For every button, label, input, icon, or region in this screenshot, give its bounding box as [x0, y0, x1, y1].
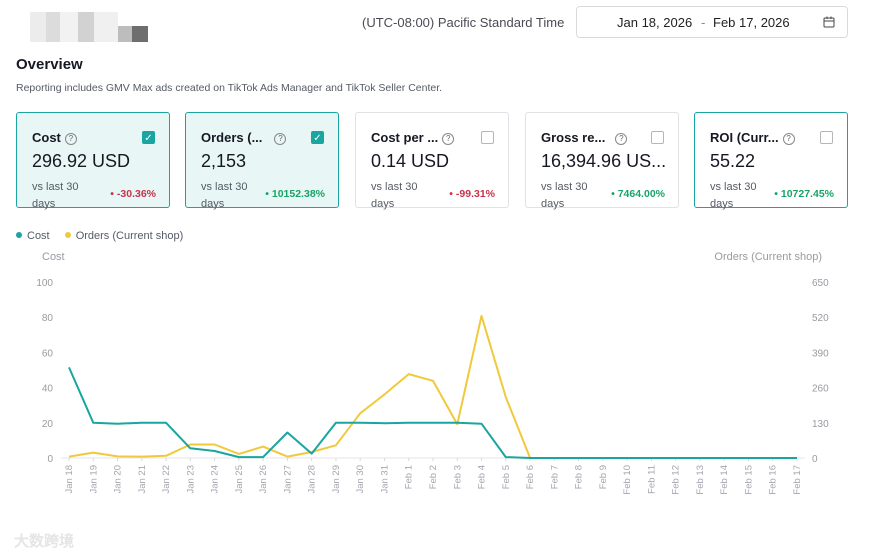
- x-tick-label: Feb 16: [768, 465, 779, 495]
- metric-compare-label: vs last 30 days: [32, 181, 79, 210]
- x-tick-label: Feb 15: [743, 465, 754, 495]
- date-start: Jan 18, 2026: [617, 15, 693, 30]
- calendar-icon[interactable]: [823, 16, 835, 28]
- metric-delta: • 10727.45%: [774, 188, 834, 200]
- x-tick-label: Feb 12: [671, 465, 682, 495]
- metric-value: 16,394.96 US...: [541, 151, 667, 171]
- metric-checkbox[interactable]: ✓: [311, 131, 324, 144]
- x-tick-label: Jan 25: [234, 465, 245, 494]
- metric-card-gross-revenue[interactable]: Gross re...? 16,394.96 US... vs last 30 …: [525, 112, 679, 210]
- x-tick-label: Jan 19: [88, 465, 99, 494]
- metric-delta: • -99.31%: [449, 188, 495, 200]
- x-tick-label: Jan 28: [307, 465, 318, 494]
- metric-compare-label: vs last 30 days: [371, 181, 418, 210]
- x-tick-label: Jan 18: [64, 465, 75, 494]
- x-tick-label: Feb 7: [549, 465, 560, 489]
- y-tick-label-right: 130: [812, 419, 829, 430]
- chart-legend: Cost Orders (Current shop): [16, 230, 195, 242]
- x-tick-label: Feb 13: [695, 465, 706, 495]
- y-tick-label-right: 520: [812, 313, 829, 324]
- metric-card-cost[interactable]: Cost? ✓ 296.92 USD vs last 30 days • -30…: [16, 112, 170, 210]
- metric-delta: • -30.36%: [110, 188, 156, 200]
- legend-dot-icon: [64, 232, 71, 238]
- metric-value: 2,153: [201, 151, 247, 171]
- overview-subtitle: Reporting includes GMV Max ads created o…: [16, 82, 443, 94]
- x-tick-label: Feb 10: [622, 465, 633, 495]
- legend-item-cost[interactable]: Cost: [16, 230, 50, 242]
- help-icon[interactable]: ?: [615, 133, 628, 145]
- x-tick-label: Feb 14: [719, 465, 730, 495]
- y-tick-label-left: 100: [36, 278, 53, 289]
- y-axis-title-right: Orders (Current shop): [714, 251, 822, 263]
- cost-series-line: [68, 366, 797, 459]
- metric-value: 0.14 USD: [371, 151, 450, 171]
- metric-title: Cost?: [32, 130, 77, 145]
- x-tick-label: Feb 1: [404, 465, 415, 489]
- metric-value: 296.92 USD: [32, 151, 131, 171]
- x-tick-label: Jan 31: [379, 465, 390, 494]
- y-tick-label-right: 650: [812, 278, 829, 289]
- x-tick-label: Feb 11: [646, 465, 657, 494]
- timezone-label: (UTC-08:00) Pacific Standard Time: [362, 15, 565, 30]
- y-tick-label-left: 20: [42, 419, 54, 430]
- help-icon[interactable]: ?: [64, 133, 77, 145]
- x-tick-label: Feb 5: [501, 465, 512, 489]
- overview-title: Overview: [16, 56, 83, 73]
- help-icon[interactable]: ?: [782, 133, 795, 145]
- legend-dot-icon: [16, 232, 22, 238]
- metric-title: Gross re...?: [541, 130, 628, 145]
- metric-compare-label: vs last 30 days: [201, 181, 248, 210]
- date-separator: -: [701, 15, 706, 30]
- metric-title: Orders (...?: [201, 130, 287, 145]
- y-tick-label-left: 80: [42, 313, 54, 324]
- x-tick-label: Feb 9: [598, 465, 609, 489]
- metric-delta: • 10152.38%: [265, 188, 325, 200]
- x-tick-label: Jan 21: [137, 465, 148, 494]
- metric-checkbox[interactable]: [651, 131, 664, 144]
- y-tick-label-left: 60: [42, 348, 54, 359]
- watermark: 大数跨境: [14, 533, 75, 550]
- x-tick-label: Jan 20: [113, 465, 124, 494]
- y-tick-label-left: 40: [42, 384, 54, 395]
- metric-card-cost-per-order[interactable]: Cost per ...? 0.14 USD vs last 30 days •…: [355, 112, 509, 210]
- y-tick-label-left: 0: [47, 454, 53, 465]
- date-end: Feb 17, 2026: [713, 15, 790, 30]
- x-tick-label: Jan 27: [282, 465, 293, 494]
- x-tick-label: Jan 30: [355, 465, 366, 494]
- metric-checkbox[interactable]: ✓: [142, 131, 155, 144]
- x-tick-label: Jan 29: [331, 465, 342, 494]
- legend-item-orders[interactable]: Orders (Current shop): [64, 230, 183, 242]
- metric-checkbox[interactable]: [820, 131, 833, 144]
- x-tick-label: Feb 6: [525, 465, 536, 489]
- x-tick-label: Feb 2: [428, 465, 439, 489]
- metric-value: 55.22: [710, 151, 756, 171]
- blurred-logo: [30, 12, 150, 44]
- metric-compare-label: vs last 30 days: [710, 181, 757, 210]
- x-tick-label: Jan 23: [185, 465, 196, 494]
- line-chart: 100 80 60 40 20 0 650 520 390 260 130 0 Jan 18 Jan 19…: [36, 278, 829, 495]
- metric-checkbox[interactable]: [481, 131, 494, 144]
- x-tick-label: Feb 4: [477, 465, 488, 489]
- metric-title: ROI (Curr...?: [710, 130, 795, 145]
- x-tick-label: Feb 17: [792, 465, 803, 495]
- x-tick-label: Jan 24: [210, 465, 221, 494]
- x-tick-label: Feb 8: [574, 465, 585, 489]
- y-tick-label-right: 0: [812, 454, 818, 465]
- x-tick-label: Jan 26: [258, 465, 269, 494]
- y-tick-label-right: 390: [812, 348, 829, 359]
- metric-card-orders[interactable]: Orders (...? ✓ 2,153 vs last 30 days • 1…: [185, 112, 339, 210]
- y-axis-title-left: Cost: [42, 251, 65, 263]
- metric-compare-label: vs last 30 days: [541, 181, 588, 210]
- metric-title: Cost per ...?: [371, 130, 455, 145]
- x-tick-label: Feb 3: [452, 465, 463, 489]
- metric-delta: • 7464.00%: [611, 188, 665, 200]
- metric-card-roi[interactable]: ROI (Curr...? 55.22 vs last 30 days • 10…: [694, 112, 848, 210]
- x-tick-label: Jan 22: [161, 465, 172, 494]
- y-tick-label-right: 260: [812, 384, 829, 395]
- date-range-picker[interactable]: Jan 18, 2026 - Feb 17, 2026: [576, 6, 848, 38]
- help-icon[interactable]: ?: [274, 133, 287, 145]
- help-icon[interactable]: ?: [442, 133, 455, 145]
